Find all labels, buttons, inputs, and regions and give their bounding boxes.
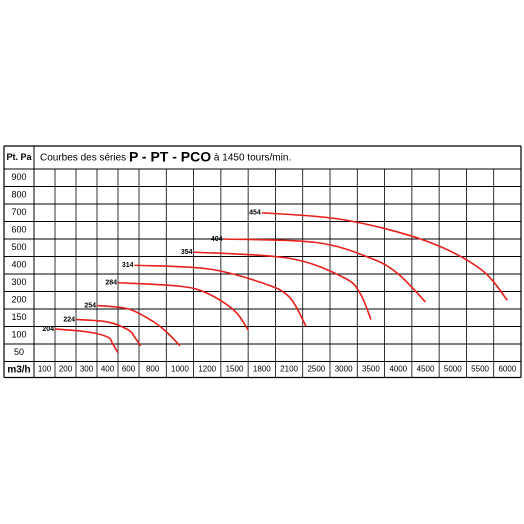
y-tick-label: 800 — [11, 190, 26, 200]
x-tick-label: 200 — [59, 365, 73, 374]
x-tick-label: 600 — [122, 365, 136, 374]
x-tick-label: 300 — [80, 365, 94, 374]
x-tick-label: 3000 — [335, 365, 353, 374]
curve-label: 404 — [211, 236, 223, 243]
fan-curve — [223, 238, 427, 303]
x-tick-label: 3500 — [362, 365, 380, 374]
y-tick-label: 200 — [11, 295, 26, 305]
curve-label: 284 — [105, 280, 117, 287]
fan-curve — [261, 211, 508, 301]
fan-curve — [193, 251, 372, 320]
x-tick-label: 4000 — [389, 365, 407, 374]
x-tick-label: 1500 — [226, 365, 244, 374]
curve-label: 224 — [63, 316, 75, 323]
y-tick-label: 700 — [11, 207, 26, 217]
title-prefix: Courbes des séries — [40, 152, 126, 163]
y-tick-label: 150 — [11, 312, 26, 322]
x-tick-label: 1200 — [198, 365, 216, 374]
y-tick-label: 100 — [11, 330, 26, 340]
x-tick-label: 800 — [146, 365, 160, 374]
curve-label: 454 — [249, 210, 261, 217]
x-tick-label: 5500 — [471, 365, 489, 374]
fan-curve — [134, 264, 307, 327]
fan-curve — [75, 318, 142, 347]
curve-label: 254 — [84, 302, 96, 309]
x-tick-label: 1800 — [253, 365, 271, 374]
x-tick-label: 400 — [101, 365, 115, 374]
title-bold: P - PT - PCO — [129, 148, 211, 164]
curve-label: 354 — [181, 249, 193, 256]
y-axis-label: Pt. Pa — [6, 152, 32, 162]
y-tick-label: 600 — [11, 225, 26, 235]
x-tick-label: 6000 — [498, 365, 516, 374]
y-tick-label: 50 — [14, 347, 24, 357]
curve-label: 204 — [42, 326, 54, 333]
curve-label: 314 — [122, 262, 134, 269]
x-tick-label: 4500 — [417, 365, 435, 374]
fan-curve — [96, 304, 181, 347]
fan-curve — [54, 328, 119, 354]
x-tick-label: 2500 — [307, 365, 325, 374]
y-tick-label: 300 — [11, 277, 26, 287]
x-axis-label: m3/h — [7, 365, 30, 376]
y-tick-label: 400 — [11, 260, 26, 270]
chart-title: Courbes des séries P - PT - PCO à 1450 t… — [40, 148, 291, 164]
x-tick-label: 5000 — [444, 365, 462, 374]
x-tick-label: 2100 — [280, 365, 298, 374]
x-tick-label: 100 — [38, 365, 52, 374]
title-suffix: à 1450 tours/min. — [214, 152, 291, 163]
y-tick-label: 500 — [11, 242, 26, 252]
y-tick-label: 900 — [11, 172, 26, 182]
fan-curve — [117, 281, 249, 331]
x-tick-label: 1000 — [171, 365, 189, 374]
